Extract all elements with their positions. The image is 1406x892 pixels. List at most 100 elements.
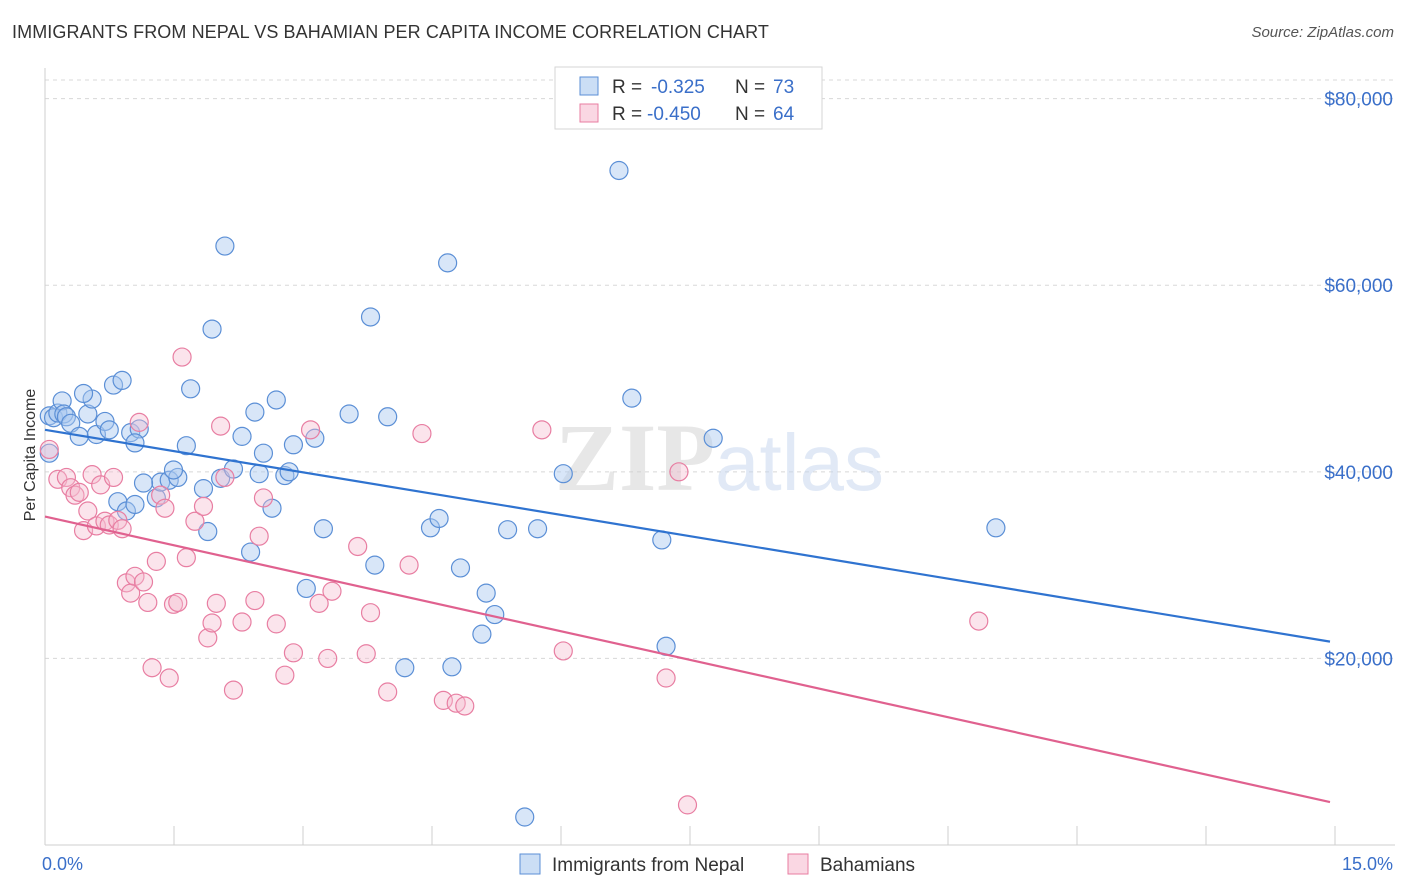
data-point-bahamian bbox=[253, 488, 274, 508]
data-point-nepal bbox=[193, 479, 214, 499]
data-point-nepal bbox=[442, 657, 462, 677]
data-point-nepal bbox=[438, 253, 458, 273]
data-point-bahamian bbox=[378, 682, 398, 702]
data-point-nepal bbox=[476, 583, 496, 603]
legend-nepal-r-value: -0.325 bbox=[651, 77, 705, 98]
data-point-bahamian bbox=[532, 420, 552, 440]
x-tick-label: 15.0% bbox=[1342, 854, 1393, 874]
legend-bahamian-n-label: N = bbox=[735, 104, 765, 125]
data-point-nepal bbox=[527, 519, 548, 539]
trend-line-bahamian bbox=[44, 515, 1331, 804]
x-tick-label: 0.0% bbox=[42, 854, 83, 874]
data-point-bahamian bbox=[185, 511, 205, 531]
data-point-nepal bbox=[313, 519, 334, 539]
data-point-bahamian bbox=[155, 498, 175, 518]
data-point-nepal bbox=[103, 375, 124, 395]
source-label: Source: ZipAtlas.com bbox=[1251, 24, 1394, 41]
legend-bahamian-n-value: 64 bbox=[773, 104, 795, 125]
data-point-bahamian bbox=[322, 581, 342, 601]
grid-lines bbox=[45, 79, 1395, 659]
legend-bahamian-swatch bbox=[579, 103, 599, 123]
y-tick-label: $40,000 bbox=[1324, 463, 1393, 484]
data-point-bahamian bbox=[78, 501, 98, 521]
data-point-bahamian bbox=[969, 611, 989, 631]
data-point-nepal bbox=[378, 407, 398, 427]
data-point-bahamian bbox=[146, 551, 166, 571]
data-point-nepal bbox=[395, 658, 415, 678]
data-point-bahamian bbox=[211, 416, 231, 436]
data-point-nepal bbox=[241, 542, 261, 562]
data-point-bahamian bbox=[553, 641, 573, 661]
data-point-nepal bbox=[703, 428, 723, 448]
data-point-nepal bbox=[515, 807, 535, 827]
data-point-bahamian bbox=[283, 643, 304, 663]
data-point-nepal bbox=[198, 521, 218, 542]
data-point-nepal bbox=[202, 319, 222, 339]
data-point-bahamian bbox=[172, 347, 192, 367]
data-point-bahamian bbox=[133, 572, 154, 592]
legend-nepal-r-label: R = bbox=[612, 77, 642, 98]
data-point-bahamian bbox=[223, 680, 244, 700]
data-point-bahamian bbox=[656, 668, 676, 688]
data-point-nepal bbox=[133, 473, 154, 493]
y-tick-label: $20,000 bbox=[1324, 649, 1393, 670]
data-point-bahamian bbox=[142, 658, 162, 678]
data-point-bahamian bbox=[198, 628, 218, 648]
y-tick-label: $60,000 bbox=[1324, 276, 1393, 297]
legend-series-bahamian-swatch bbox=[787, 853, 809, 875]
data-point-bahamian bbox=[348, 536, 368, 557]
data-point-nepal bbox=[986, 518, 1006, 538]
legend-stats: R = -0.325 N = 73 R = -0.450 N = 64 bbox=[554, 66, 823, 130]
watermark-zip: ZIP bbox=[555, 404, 715, 511]
data-point-bahamian bbox=[412, 423, 432, 444]
data-point-bahamian bbox=[360, 603, 381, 623]
data-point-bahamian bbox=[215, 467, 235, 488]
data-point-nepal bbox=[181, 379, 201, 399]
legend-nepal-swatch bbox=[579, 76, 599, 96]
data-point-nepal bbox=[283, 435, 304, 455]
axes bbox=[44, 68, 1395, 846]
data-point-bahamian bbox=[249, 526, 269, 546]
data-point-nepal bbox=[622, 388, 642, 408]
data-point-bahamian bbox=[103, 467, 124, 488]
data-point-nepal bbox=[112, 370, 132, 391]
data-point-nepal bbox=[498, 520, 518, 540]
x-tick-labels: 0.0% 15.0% bbox=[42, 854, 1393, 874]
legend-bahamian-r-label: R = bbox=[612, 104, 642, 125]
legend-series-nepal-swatch bbox=[519, 853, 541, 875]
legend-series-bahamian-label: Bahamians bbox=[820, 855, 915, 876]
y-tick-label: $80,000 bbox=[1324, 90, 1393, 111]
data-point-bahamian bbox=[176, 548, 196, 568]
data-point-nepal bbox=[215, 236, 235, 256]
data-point-nepal bbox=[266, 390, 286, 410]
series-bahamian-points bbox=[39, 347, 989, 815]
data-point-bahamian bbox=[56, 467, 77, 488]
data-point-nepal bbox=[365, 555, 385, 575]
data-point-nepal bbox=[249, 464, 269, 484]
legend-nepal-n-value: 73 bbox=[773, 77, 794, 98]
data-point-nepal bbox=[125, 494, 145, 515]
data-point-nepal bbox=[99, 420, 119, 440]
legend-bahamian-r-value: -0.450 bbox=[647, 104, 701, 125]
data-point-bahamian bbox=[39, 439, 59, 460]
legend-series-nepal-label: Immigrants from Nepal bbox=[552, 855, 744, 876]
data-point-nepal bbox=[609, 160, 629, 181]
data-point-nepal bbox=[339, 404, 359, 424]
data-point-bahamian bbox=[677, 795, 698, 815]
y-axis-label: Per Capita Income bbox=[22, 389, 39, 522]
data-point-bahamian bbox=[129, 412, 149, 432]
watermark-atlas: atlas bbox=[715, 418, 884, 507]
chart-title: IMMIGRANTS FROM NEPAL VS BAHAMIAN PER CA… bbox=[12, 22, 769, 42]
data-point-bahamian bbox=[455, 696, 475, 716]
data-point-nepal bbox=[450, 558, 471, 578]
data-point-nepal bbox=[360, 307, 381, 327]
data-point-nepal bbox=[253, 443, 274, 463]
data-point-nepal bbox=[163, 460, 184, 480]
legend-series: Immigrants from Nepal Bahamians bbox=[519, 853, 915, 876]
data-point-bahamian bbox=[275, 665, 295, 685]
data-point-bahamian bbox=[206, 593, 226, 613]
data-point-bahamian bbox=[300, 420, 321, 440]
data-point-bahamian bbox=[202, 613, 222, 633]
data-point-nepal bbox=[78, 404, 98, 424]
